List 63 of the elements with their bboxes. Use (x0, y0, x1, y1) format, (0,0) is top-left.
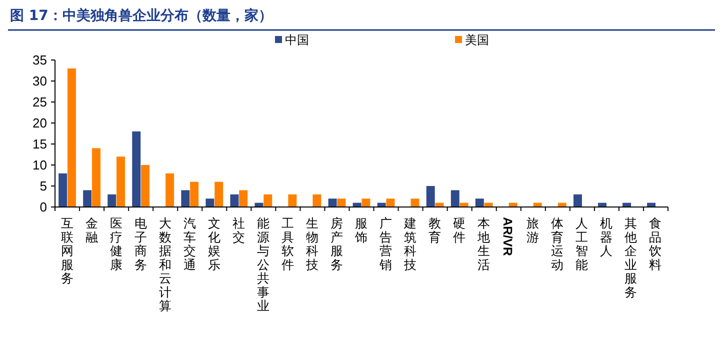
x-tick-label: 广告营销 (378, 216, 393, 272)
bar (83, 190, 92, 207)
legend-label: 美国 (465, 33, 489, 47)
bar (328, 198, 337, 207)
bar (288, 194, 297, 207)
x-tick-label: 医疗健康 (110, 216, 123, 272)
bar (573, 194, 582, 207)
x-tick-label: 本地生活 (476, 216, 491, 272)
x-tick-label: 文化娱乐 (208, 216, 221, 272)
x-tick-label: 电子商务 (134, 216, 148, 272)
bar (190, 182, 199, 207)
y-tick-label: 35 (32, 52, 47, 68)
x-tick-label: 房产服务 (330, 216, 344, 272)
x-tick-label: 人工智能 (576, 216, 589, 272)
y-tick-label: 20 (32, 116, 47, 131)
x-tick-label: 机器人 (600, 216, 614, 258)
x-tick-label: 工具软件 (281, 216, 294, 272)
bar (58, 173, 68, 207)
y-tick-label: 5 (40, 178, 47, 194)
bar (239, 190, 248, 207)
x-tick-label: 汽车交通 (183, 216, 196, 272)
y-tick-label: 25 (32, 94, 47, 110)
x-tick-label: 能源与公共事业 (256, 216, 270, 313)
bar (116, 156, 125, 207)
bar (230, 194, 239, 207)
bar (108, 194, 116, 207)
legend-label: 中国 (285, 33, 309, 47)
bar (410, 198, 420, 207)
bar (181, 190, 190, 207)
bar (426, 186, 435, 207)
bar (337, 198, 346, 207)
y-tick-label: 0 (40, 200, 47, 215)
x-tick-label: 建筑科技 (403, 216, 418, 272)
bar (386, 198, 395, 207)
bar (166, 173, 174, 207)
bar (67, 68, 76, 207)
x-tick-label: 社交 (232, 216, 246, 244)
x-tick-label: 服饰 (354, 216, 368, 244)
x-tick-label: 互联网服务 (60, 216, 74, 286)
x-tick-label: 教育 (428, 216, 442, 244)
x-tick-label: 其他企业服务 (624, 216, 638, 300)
y-tick-label: 15 (32, 136, 47, 152)
x-tick-label: 生物科技 (304, 216, 319, 272)
x-tick-label: 硬件 (453, 216, 466, 244)
bar (132, 131, 141, 207)
x-tick-label: AR/VR (500, 217, 515, 256)
bar (141, 165, 150, 207)
bar (92, 148, 100, 207)
bar (362, 198, 370, 207)
bar (206, 198, 214, 207)
chart-title: 图 17：中美独角兽企业分布（数量，家） (10, 7, 272, 24)
bar (475, 198, 484, 207)
x-tick-label: 金融 (85, 216, 98, 244)
x-tick-label: 大数据和云计算 (158, 216, 172, 313)
bar (264, 194, 272, 207)
x-tick-label: 食品饮料 (648, 216, 662, 272)
bar (214, 182, 224, 207)
x-tick-label: 体育运动 (551, 216, 564, 272)
y-tick-label: 10 (32, 158, 47, 173)
x-tick-label: 旅游 (526, 216, 540, 244)
bar (312, 194, 322, 207)
y-tick-label: 30 (32, 74, 47, 89)
bar (450, 190, 460, 207)
